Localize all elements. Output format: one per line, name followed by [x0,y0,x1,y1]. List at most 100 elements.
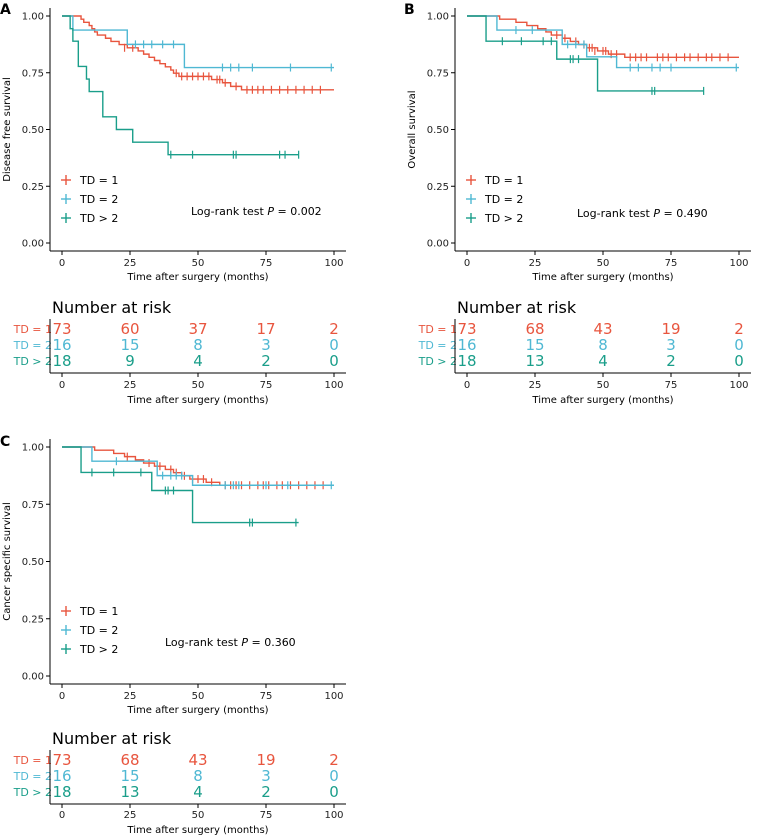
y-tick-label: 0.00 [22,239,44,250]
risk-value: 8 [598,336,608,354]
survival-curve-3 [467,15,704,92]
risk-value: 18 [52,352,71,370]
x-axis-title: Time after surgery (months) [126,705,268,716]
risk-table-title: Number at risk [52,298,172,317]
risk-x-tick-label: 100 [324,810,343,821]
x-axis-title: Time after surgery (months) [531,272,673,283]
y-tick-label: 0.75 [22,500,44,511]
y-tick-label: 1.00 [427,12,449,23]
x-tick-label: 0 [59,258,65,269]
risk-value: 2 [329,320,339,338]
risk-value: 15 [120,336,139,354]
risk-value: 0 [329,783,339,801]
risk-value: 15 [525,336,544,354]
risk-value: 2 [261,352,271,370]
risk-value: 2 [666,352,676,370]
logrank-prefix: Log-rank test [577,207,653,220]
risk-x-tick-label: 25 [124,810,137,821]
risk-value: 0 [329,336,339,354]
survival-curve-2 [62,15,334,69]
risk-value: 18 [457,352,476,370]
survival-curve-3 [62,446,299,524]
risk-row-label: TD > 2 [13,786,52,799]
risk-value: 4 [598,352,608,370]
logrank-p: P [267,205,274,218]
risk-value: 2 [734,320,744,338]
risk-value: 4 [193,352,203,370]
risk-x-tick-label: 50 [192,810,205,821]
y-tick-label: 0.50 [427,125,449,136]
risk-row-label: TD = 1 [13,323,52,336]
risk-row-label: TD = 2 [418,339,457,352]
legend-label: TD > 2 [79,643,118,656]
survival-curve-1 [62,15,334,91]
survival-curve-2 [467,15,739,69]
y-tick-label: 0.75 [22,68,44,79]
risk-row-label: TD = 2 [13,770,52,783]
risk-value: 43 [593,320,612,338]
km-panel-a: A 0.00 0.25 0.50 0.75 1.00 0 25 50 75 100 Time afte… [0,2,346,406]
risk-x-tick-label: 100 [729,380,748,391]
risk-x-axis-title: Time after surgery (months) [126,395,268,406]
risk-value: 2 [261,783,271,801]
risk-value: 43 [188,751,207,769]
risk-value: 16 [52,336,71,354]
survival-curve-2 [62,446,334,486]
risk-x-axis-title: Time after surgery (months) [126,825,268,836]
y-axis-title: Overall survival [407,90,418,168]
risk-row-label: TD > 2 [13,355,52,368]
risk-x-tick-label: 25 [529,380,542,391]
legend-label: TD = 2 [79,624,118,637]
legend-label: TD = 1 [79,605,118,618]
risk-value: 3 [666,336,676,354]
risk-row-label: TD = 1 [13,754,52,767]
x-tick-label: 25 [529,258,542,269]
risk-value: 0 [329,352,339,370]
y-tick-label: 0.00 [427,239,449,250]
logrank-prefix: Log-rank test [191,205,267,218]
x-tick-label: 50 [192,258,205,269]
risk-x-tick-label: 0 [464,380,470,391]
logrank-annotation: Log-rank test P = 0.360 [165,636,296,649]
risk-value: 8 [193,336,203,354]
risk-value: 15 [120,767,139,785]
risk-x-tick-label: 25 [124,380,137,391]
y-tick-label: 0.75 [427,68,449,79]
risk-x-tick-label: 100 [324,380,343,391]
y-tick-label: 0.50 [22,557,44,568]
risk-value: 68 [525,320,544,338]
x-tick-label: 100 [324,691,343,702]
y-tick-label: 1.00 [22,12,44,23]
legend-label: TD > 2 [484,212,523,225]
risk-value: 2 [329,751,339,769]
risk-value: 16 [52,767,71,785]
x-tick-label: 75 [665,258,678,269]
risk-table-title: Number at risk [457,298,577,317]
risk-value: 4 [193,783,203,801]
legend-label: TD = 2 [484,193,523,206]
y-tick-label: 0.25 [22,614,44,625]
risk-x-tick-label: 75 [260,380,273,391]
logrank-p: P [241,636,248,649]
x-tick-label: 0 [464,258,470,269]
risk-x-tick-label: 50 [597,380,610,391]
risk-value: 0 [329,767,339,785]
risk-value: 19 [256,751,275,769]
risk-value: 3 [261,767,271,785]
risk-value: 8 [193,767,203,785]
risk-value: 37 [188,320,207,338]
risk-value: 3 [261,336,271,354]
risk-value: 18 [52,783,71,801]
risk-x-tick-label: 0 [59,810,65,821]
legend-label: TD = 1 [79,174,118,187]
risk-table-title: Number at risk [52,729,172,748]
risk-row-label: TD = 1 [418,323,457,336]
logrank-value: = 0.360 [248,636,296,649]
survival-curve-3 [62,15,299,156]
x-tick-label: 100 [729,258,748,269]
risk-value: 73 [52,751,71,769]
risk-value: 68 [120,751,139,769]
